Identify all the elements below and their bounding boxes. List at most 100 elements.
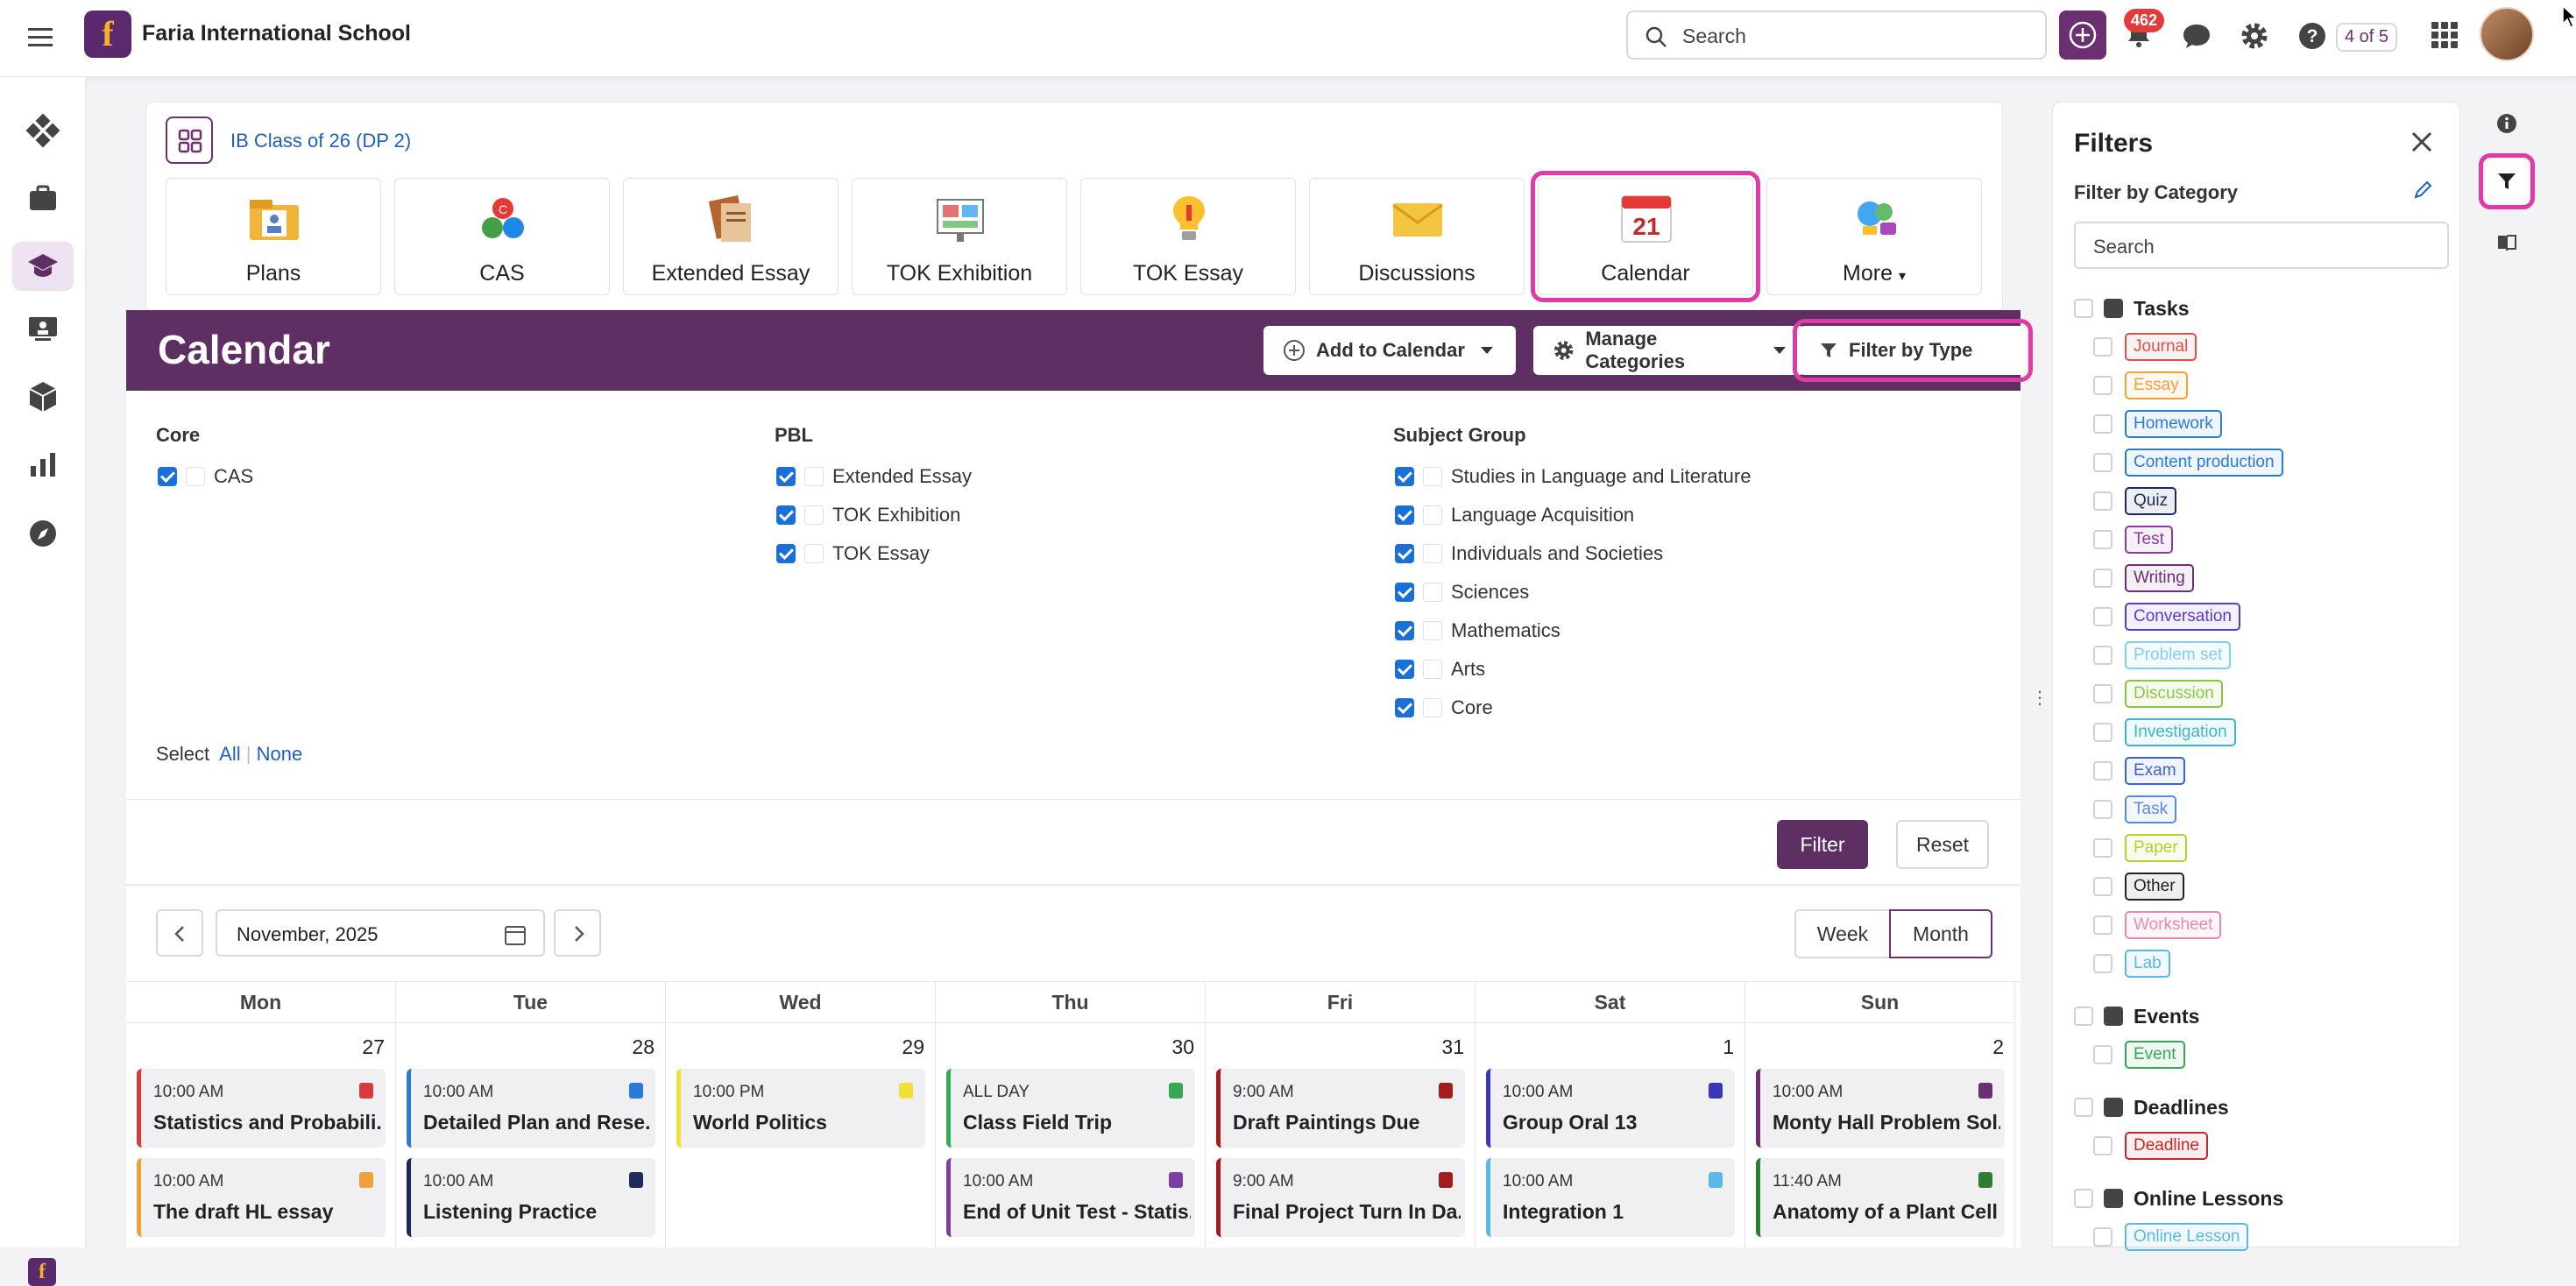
checkbox[interactable] <box>2093 684 2112 703</box>
filter-item[interactable]: Task <box>2093 795 2177 824</box>
close-icon[interactable] <box>2409 129 2435 155</box>
checkbox[interactable] <box>2093 530 2112 549</box>
calendar-event[interactable]: 10:00 AM Statistics and Probabili... <box>137 1069 386 1148</box>
checkbox[interactable] <box>2074 1098 2093 1117</box>
pencil-edit-icon[interactable] <box>2412 180 2433 201</box>
create-button[interactable] <box>2059 11 2106 60</box>
graduation-cap-icon[interactable] <box>12 242 74 291</box>
checkbox[interactable] <box>2093 491 2112 511</box>
book-open-icon[interactable] <box>2485 221 2529 265</box>
pbl-tok-exhibition-checkbox[interactable]: TOK Exhibition <box>776 499 960 531</box>
filter-item[interactable]: Event <box>2093 1040 2185 1070</box>
checkbox[interactable] <box>2093 376 2112 395</box>
next-month-button[interactable] <box>554 909 601 957</box>
tile-calendar[interactable]: 21 Calendar <box>1531 171 1760 302</box>
day-cell[interactable]: 28 10:00 AM Detailed Plan and Rese... 10:00… <box>396 1022 666 1248</box>
checkbox-checked[interactable] <box>776 467 796 486</box>
tile-plans[interactable]: Plans <box>166 178 381 295</box>
checkbox[interactable] <box>2093 954 2112 973</box>
tile-cas[interactable]: C CAS <box>394 178 610 295</box>
filter-group-deadlines[interactable]: Deadlines <box>2074 1092 2229 1122</box>
global-search-input[interactable]: Search <box>1626 11 2047 60</box>
subject-checkbox[interactable]: Arts <box>1395 654 1485 685</box>
checkbox-checked[interactable] <box>1395 505 1414 525</box>
calendar-event[interactable]: 10:00 AM The draft HL essay <box>137 1158 386 1237</box>
panel-resize-handle[interactable]: ⋮ <box>2031 689 2049 708</box>
app-logo[interactable]: f <box>84 11 131 58</box>
calendar-event[interactable]: 9:00 AM Final Project Turn In Da... <box>1216 1158 1465 1237</box>
filter-item[interactable]: Journal <box>2093 332 2197 362</box>
subject-checkbox[interactable]: Individuals and Societies <box>1395 538 1663 569</box>
subject-checkbox[interactable]: Mathematics <box>1395 615 1560 647</box>
filter-by-type-button[interactable]: Filter by Type <box>1793 319 2033 382</box>
checkbox-checked[interactable] <box>158 467 177 486</box>
briefcase-icon[interactable] <box>23 179 63 219</box>
add-to-calendar-button[interactable]: Add to Calendar <box>1263 326 1516 375</box>
day-cell[interactable]: 29 10:00 PM World Politics <box>666 1022 936 1248</box>
checkbox[interactable] <box>2093 607 2112 626</box>
checkbox-checked[interactable] <box>1395 583 1414 602</box>
filter-item[interactable]: Exam <box>2093 756 2185 786</box>
calendar-event[interactable]: 10:00 AM Monty Hall Problem Sol... <box>1756 1069 2005 1148</box>
checkbox-checked[interactable] <box>1395 467 1414 486</box>
checkbox[interactable] <box>2074 299 2093 318</box>
checkbox[interactable] <box>2074 1007 2093 1026</box>
filter-item[interactable]: Writing <box>2093 563 2194 593</box>
teaching-board-icon[interactable] <box>23 308 63 349</box>
hamburger-menu-icon[interactable] <box>25 21 56 53</box>
filter-item[interactable]: Quiz <box>2093 486 2177 516</box>
tile-tok-essay[interactable]: TOK Essay <box>1080 178 1296 295</box>
checkbox-checked[interactable] <box>1395 660 1414 679</box>
calendar-event[interactable]: 10:00 AM Integration 1 <box>1486 1158 1735 1237</box>
checkbox-checked[interactable] <box>776 505 796 525</box>
checkbox[interactable] <box>2074 1189 2093 1208</box>
filter-group-online-lessons[interactable]: Online Lessons <box>2074 1184 2283 1213</box>
filter-item[interactable]: Lab <box>2093 949 2170 979</box>
month-picker-input[interactable]: November, 2025 <box>216 909 545 957</box>
info-icon[interactable] <box>2485 102 2529 145</box>
core-cas-checkbox[interactable]: CAS <box>158 461 253 492</box>
compass-icon[interactable] <box>23 513 63 554</box>
class-grid-icon[interactable] <box>166 117 213 164</box>
checkbox[interactable] <box>2093 1045 2112 1064</box>
settings-gear-icon[interactable] <box>2240 21 2269 51</box>
checkbox[interactable] <box>2093 414 2112 434</box>
filter-item[interactable]: Test <box>2093 525 2173 555</box>
select-all-link[interactable]: All <box>219 743 241 765</box>
apps-grid-icon[interactable] <box>2431 21 2459 49</box>
checkbox[interactable] <box>2093 915 2112 935</box>
filter-panel-toggle[interactable] <box>2479 153 2535 209</box>
reset-button[interactable]: Reset <box>1896 820 1989 869</box>
checkbox[interactable] <box>2093 569 2112 588</box>
user-avatar[interactable] <box>2480 7 2534 61</box>
checkbox[interactable] <box>2093 838 2112 858</box>
checkbox[interactable] <box>2093 877 2112 896</box>
dashboard-icon[interactable] <box>23 110 63 151</box>
tile-extended-essay[interactable]: Extended Essay <box>623 178 839 295</box>
checkbox[interactable] <box>2093 453 2112 472</box>
category-search-input[interactable]: Search <box>2074 222 2449 269</box>
messages-icon[interactable] <box>2182 23 2212 49</box>
day-cell[interactable]: 31 9:00 AM Draft Paintings Due 9:00 AM Final… <box>1206 1022 1476 1248</box>
bar-chart-icon[interactable] <box>23 445 63 485</box>
subject-checkbox[interactable]: Language Acquisition <box>1395 499 1634 531</box>
calendar-event[interactable]: 10:00 AM Detailed Plan and Rese... <box>407 1069 655 1148</box>
previous-month-button[interactable] <box>156 909 203 957</box>
checkbox-checked[interactable] <box>1395 698 1414 717</box>
filter-item[interactable]: Essay <box>2093 371 2188 400</box>
cube-icon[interactable] <box>23 377 63 417</box>
filter-item[interactable]: Content production <box>2093 448 2283 477</box>
checkbox[interactable] <box>2093 337 2112 357</box>
class-name-link[interactable]: IB Class of 26 (DP 2) <box>230 130 412 152</box>
calendar-event[interactable]: 10:00 AM Group Oral 13 <box>1486 1069 1735 1148</box>
calendar-event[interactable]: 10:00 PM World Politics <box>676 1069 925 1148</box>
day-cell[interactable]: 27 10:00 AM Statistics and Probabili... 10:… <box>126 1022 396 1248</box>
subject-checkbox[interactable]: Studies in Language and Literature <box>1395 461 1751 492</box>
calendar-picker-icon[interactable] <box>503 922 527 947</box>
filter-item[interactable]: Homework <box>2093 409 2222 439</box>
filter-item[interactable]: Worksheet <box>2093 910 2222 940</box>
filter-item[interactable]: Problem set <box>2093 640 2232 670</box>
filter-item[interactable]: Conversation <box>2093 602 2240 632</box>
select-none-link[interactable]: None <box>256 743 303 765</box>
tile-discussions[interactable]: Discussions <box>1309 178 1525 295</box>
